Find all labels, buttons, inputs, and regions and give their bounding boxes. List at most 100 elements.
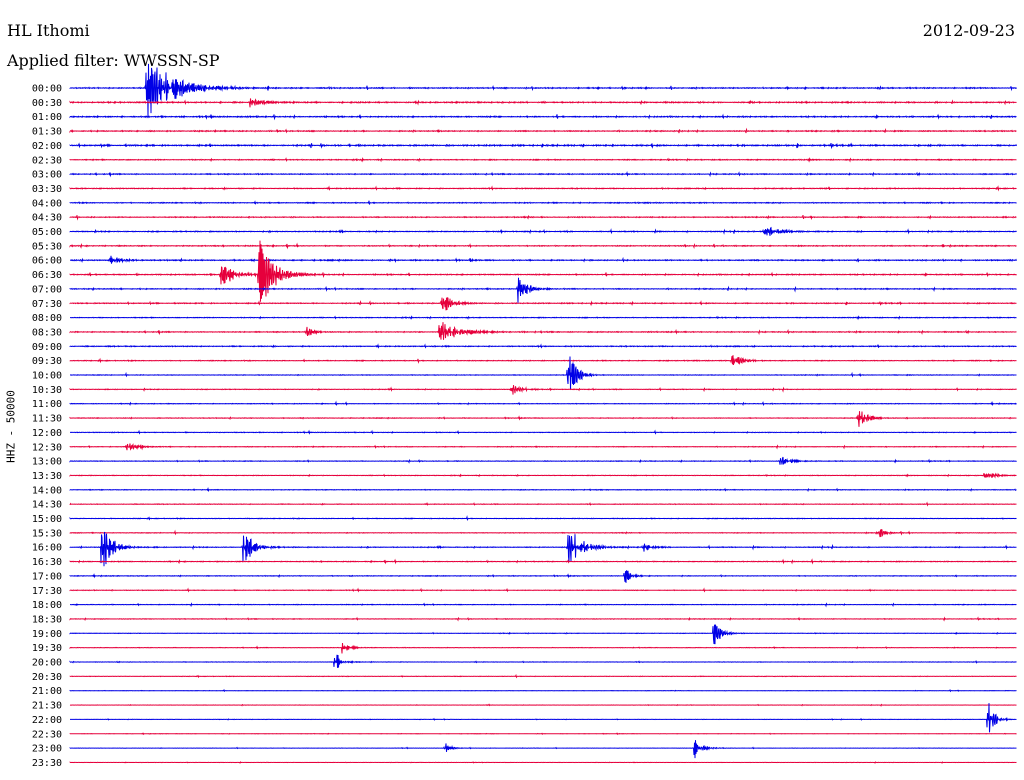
trace-line: [69, 624, 1017, 645]
row-time-label: 08:00: [32, 313, 62, 324]
row-time-label: 01:00: [32, 112, 62, 123]
trace-line: [69, 740, 1017, 759]
trace-line: [69, 673, 1017, 679]
trace-line: [69, 156, 1017, 163]
row-time-label: 07:30: [32, 299, 62, 310]
row-time-label: 10:30: [32, 385, 62, 396]
row-time-label: 03:30: [32, 184, 62, 195]
trace-line: [69, 63, 1017, 119]
row-time-label: 18:00: [32, 600, 62, 611]
row-time-label: 21:00: [32, 686, 62, 697]
trace-line: [69, 277, 1017, 303]
trace-line: [69, 761, 1017, 764]
row-time-label: 04:30: [32, 213, 62, 224]
trace-line: [69, 240, 1017, 302]
row-time-label: 06:30: [32, 270, 62, 281]
row-time-label: 00:00: [32, 84, 62, 95]
trace-line: [69, 501, 1017, 507]
trace-line: [69, 142, 1017, 150]
trace-line: [69, 322, 1017, 340]
row-time-label: 18:30: [32, 614, 62, 625]
row-time-label: 12:30: [32, 442, 62, 453]
row-time-label: 15:00: [32, 514, 62, 525]
row-time-label: 00:30: [32, 98, 62, 109]
row-time-label: 02:30: [32, 155, 62, 166]
trace-line: [69, 654, 1017, 668]
row-time-label: 13:30: [32, 471, 62, 482]
trace-line: [69, 486, 1017, 493]
trace-line: [69, 385, 1017, 395]
trace-line: [69, 242, 1017, 250]
trace-line: [69, 558, 1017, 565]
trace-line: [69, 642, 1017, 654]
row-time-label: 14:00: [32, 485, 62, 496]
row-time-label: 22:30: [32, 729, 62, 740]
row-time-label: 12:00: [32, 428, 62, 439]
row-time-label: 03:00: [32, 170, 62, 181]
row-time-label: 13:00: [32, 457, 62, 468]
trace-line: [69, 443, 1017, 451]
row-time-label: 02:00: [32, 141, 62, 152]
row-time-label: 17:30: [32, 586, 62, 597]
trace-line: [69, 688, 1017, 693]
row-time-label: 14:30: [32, 500, 62, 511]
row-time-label: 09:30: [32, 356, 62, 367]
trace-line: [70, 255, 1017, 264]
row-time-label: 19:30: [32, 643, 62, 654]
row-time-label: 04:00: [32, 198, 62, 209]
trace-line: [69, 297, 1017, 311]
trace-line: [69, 732, 1017, 736]
row-time-label: 16:30: [32, 557, 62, 568]
row-time-label: 23:30: [32, 758, 62, 769]
row-time-label: 09:00: [32, 342, 62, 353]
trace-line: [69, 570, 1017, 583]
trace-line: [69, 703, 1017, 707]
trace-line: [69, 170, 1017, 178]
date-label: 2012-09-23: [922, 21, 1015, 40]
row-time-label: 11:00: [32, 399, 62, 410]
trace-line: [69, 531, 1017, 567]
trace-line: [69, 400, 1017, 407]
row-time-label: 10:00: [32, 371, 62, 382]
trace-line: [69, 472, 1017, 479]
row-time-label: 01:30: [32, 127, 62, 138]
trace-line: [69, 185, 1017, 192]
row-labels-group: 00:00 00:30 01:00 01:30 02:00 02:30 03:00 03:30…: [32, 84, 62, 769]
trace-line: [70, 602, 1017, 608]
trace-line: [69, 200, 1017, 205]
row-time-label: 21:30: [32, 701, 62, 712]
trace-line: [70, 703, 1017, 733]
row-time-label: 05:30: [32, 241, 62, 252]
row-time-label: 23:00: [32, 744, 62, 755]
trace-line: [69, 616, 1017, 622]
filter-label: Applied filter: WWSSN-SP: [7, 51, 220, 70]
trace-line: [69, 587, 1017, 593]
trace-line: [69, 98, 1017, 108]
trace-line: [69, 355, 1017, 366]
trace-line: [70, 356, 1017, 390]
trace-line: [69, 127, 1017, 134]
traces-group: [69, 63, 1017, 764]
trace-line: [69, 411, 1017, 427]
trace-line: [70, 429, 1017, 435]
row-time-label: 22:00: [32, 715, 62, 726]
trace-line: [69, 226, 1017, 236]
row-time-label: 19:00: [32, 629, 62, 640]
trace-line: [69, 515, 1017, 522]
trace-line: [69, 214, 1017, 221]
row-time-label: 06:00: [32, 256, 62, 267]
row-time-label: 11:30: [32, 414, 62, 425]
row-time-label: 17:00: [32, 571, 62, 582]
trace-line: [69, 528, 1017, 538]
row-time-label: 20:30: [32, 672, 62, 683]
trace-line: [69, 343, 1017, 349]
row-time-label: 05:00: [32, 227, 62, 238]
trace-line: [69, 113, 1017, 121]
row-time-label: 15:30: [32, 528, 62, 539]
row-time-label: 20:00: [32, 658, 62, 669]
row-time-label: 16:00: [32, 543, 62, 554]
trace-line: [70, 315, 1017, 321]
trace-line: [69, 456, 1017, 465]
row-time-label: 07:00: [32, 284, 62, 295]
